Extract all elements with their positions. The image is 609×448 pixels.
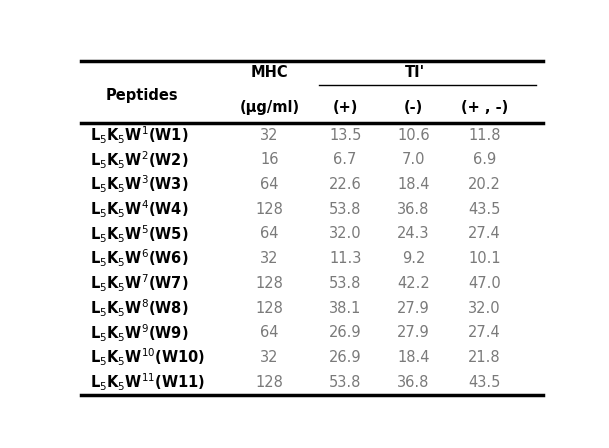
Text: 36.8: 36.8 <box>398 375 430 390</box>
Text: 7.0: 7.0 <box>402 152 425 167</box>
Text: 13.5: 13.5 <box>329 128 361 142</box>
Text: MHC: MHC <box>251 65 289 80</box>
Text: 16: 16 <box>261 152 279 167</box>
Text: 128: 128 <box>256 202 284 217</box>
Text: 43.5: 43.5 <box>468 375 501 390</box>
Text: 27.9: 27.9 <box>397 325 430 340</box>
Text: 128: 128 <box>256 375 284 390</box>
Text: 38.1: 38.1 <box>329 301 361 315</box>
Text: 10.6: 10.6 <box>397 128 430 142</box>
Text: 6.9: 6.9 <box>473 152 496 167</box>
Text: 11.3: 11.3 <box>329 251 361 266</box>
Text: 53.8: 53.8 <box>329 202 361 217</box>
Text: 26.9: 26.9 <box>329 350 362 365</box>
Text: 27.4: 27.4 <box>468 226 501 241</box>
Text: 10.1: 10.1 <box>468 251 501 266</box>
Text: 18.4: 18.4 <box>397 177 430 192</box>
Text: 18.4: 18.4 <box>397 350 430 365</box>
Text: L$_5$K$_5$W$^3$(W3): L$_5$K$_5$W$^3$(W3) <box>90 174 189 195</box>
Text: (-): (-) <box>404 100 423 115</box>
Text: L$_5$K$_5$W$^1$(W1): L$_5$K$_5$W$^1$(W1) <box>90 125 189 146</box>
Text: 128: 128 <box>256 276 284 291</box>
Text: L$_5$K$_5$W$^8$(W8): L$_5$K$_5$W$^8$(W8) <box>90 297 189 319</box>
Text: (μg/ml): (μg/ml) <box>239 100 300 115</box>
Text: 53.8: 53.8 <box>329 276 361 291</box>
Text: 42.2: 42.2 <box>397 276 430 291</box>
Text: 128: 128 <box>256 301 284 315</box>
Text: 9.2: 9.2 <box>402 251 425 266</box>
Text: 32.0: 32.0 <box>329 226 362 241</box>
Text: 32: 32 <box>261 350 279 365</box>
Text: 43.5: 43.5 <box>468 202 501 217</box>
Text: L$_5$K$_5$W$^{10}$(W10): L$_5$K$_5$W$^{10}$(W10) <box>90 347 205 368</box>
Text: 32: 32 <box>261 128 279 142</box>
Text: TI': TI' <box>405 65 425 80</box>
Text: 27.9: 27.9 <box>397 301 430 315</box>
Text: L$_5$K$_5$W$^2$(W2): L$_5$K$_5$W$^2$(W2) <box>90 149 189 171</box>
Text: Peptides: Peptides <box>106 88 178 103</box>
Text: L$_5$K$_5$W$^6$(W6): L$_5$K$_5$W$^6$(W6) <box>90 248 189 269</box>
Text: 22.6: 22.6 <box>329 177 362 192</box>
Text: 32: 32 <box>261 251 279 266</box>
Text: 24.3: 24.3 <box>397 226 430 241</box>
Text: 53.8: 53.8 <box>329 375 361 390</box>
Text: 64: 64 <box>261 177 279 192</box>
Text: 26.9: 26.9 <box>329 325 362 340</box>
Text: (+ , -): (+ , -) <box>461 100 508 115</box>
Text: L$_5$K$_5$W$^4$(W4): L$_5$K$_5$W$^4$(W4) <box>90 198 189 220</box>
Text: L$_5$K$_5$W$^{11}$(W11): L$_5$K$_5$W$^{11}$(W11) <box>90 371 205 393</box>
Text: 6.7: 6.7 <box>334 152 357 167</box>
Text: L$_5$K$_5$W$^5$(W5): L$_5$K$_5$W$^5$(W5) <box>90 223 189 245</box>
Text: 64: 64 <box>261 226 279 241</box>
Text: L$_5$K$_5$W$^7$(W7): L$_5$K$_5$W$^7$(W7) <box>90 273 189 294</box>
Text: 64: 64 <box>261 325 279 340</box>
Text: 36.8: 36.8 <box>398 202 430 217</box>
Text: 11.8: 11.8 <box>468 128 501 142</box>
Text: 21.8: 21.8 <box>468 350 501 365</box>
Text: 32.0: 32.0 <box>468 301 501 315</box>
Text: 20.2: 20.2 <box>468 177 501 192</box>
Text: 27.4: 27.4 <box>468 325 501 340</box>
Text: L$_5$K$_5$W$^9$(W9): L$_5$K$_5$W$^9$(W9) <box>90 322 189 344</box>
Text: 47.0: 47.0 <box>468 276 501 291</box>
Text: (+): (+) <box>333 100 358 115</box>
